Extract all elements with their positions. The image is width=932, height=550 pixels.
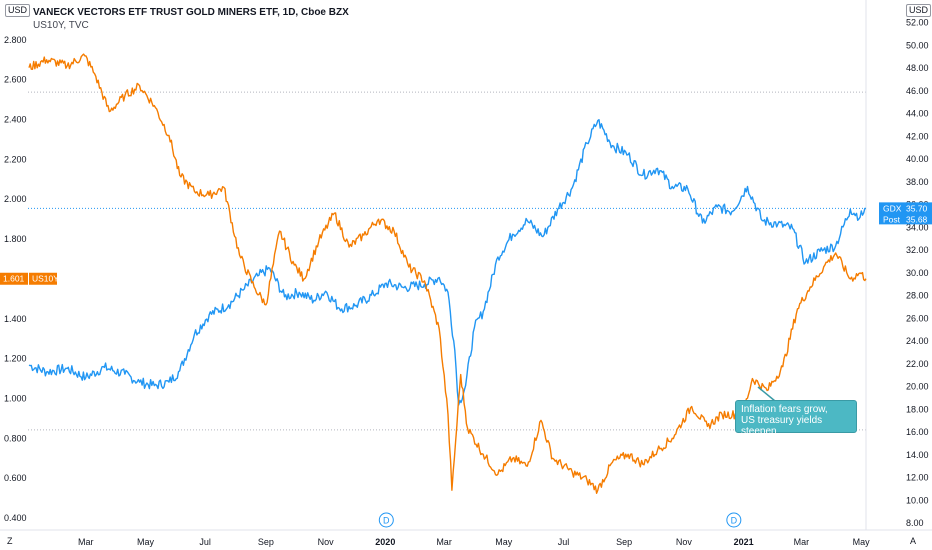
right-axis-tick-label: 44.00 xyxy=(906,109,929,119)
left-axis-tick-label: 1.200 xyxy=(4,354,27,364)
right-axis-tick-label: 18.00 xyxy=(906,404,929,414)
right-axis-tick-label: 28.00 xyxy=(906,291,929,301)
x-axis-tick-label: 2020 xyxy=(375,537,395,547)
x-axis-tick-label: Mar xyxy=(794,537,810,547)
right-axis-tick-label: 30.00 xyxy=(906,268,929,278)
left-axis-tick-label: 2.200 xyxy=(4,154,27,164)
left-axis-tick-label: 2.400 xyxy=(4,115,27,125)
right-axis-tick-label: 40.00 xyxy=(906,154,929,164)
x-axis-tick-label: 2021 xyxy=(734,537,754,547)
post-badge-name: Post xyxy=(883,214,901,224)
annotation-line-2: US treasury yields steepen xyxy=(741,415,851,437)
right-axis-tick-label: 46.00 xyxy=(906,86,929,96)
x-axis-tick-label: Mar xyxy=(436,537,452,547)
x-axis-tick-label: Jul xyxy=(199,537,211,547)
x-axis-tick-label: Jul xyxy=(558,537,570,547)
right-axis-tick-label: 10.00 xyxy=(906,495,929,505)
right-axis-tick-label: 12.00 xyxy=(906,473,929,483)
right-axis-tick-label: 50.00 xyxy=(906,40,929,50)
x-axis-tick-label: May xyxy=(137,537,155,547)
gdx-badge-name: GDX xyxy=(883,203,902,213)
right-axis-tick-label: 24.00 xyxy=(906,336,929,346)
grid-layer xyxy=(28,92,866,430)
left-axis-tick-label: 0.800 xyxy=(4,433,27,443)
right-axis-tick-label: 32.00 xyxy=(906,245,929,255)
right-axis-tick-label: 26.00 xyxy=(906,313,929,323)
left-axis-tick-label: 2.000 xyxy=(4,194,27,204)
series-line-gdx xyxy=(29,120,866,405)
x-axis-tick-label: May xyxy=(853,537,871,547)
right-axis-tick-label: 38.00 xyxy=(906,177,929,187)
annotation-callout: Inflation fears grow, US treasury yields… xyxy=(735,400,857,433)
right-axis-tick-label: 48.00 xyxy=(906,63,929,73)
right-axis-tick-label: 20.00 xyxy=(906,382,929,392)
right-axis-tick-label: 52.00 xyxy=(906,18,929,28)
x-axis-tick-label: May xyxy=(495,537,513,547)
left-axis-tick-label: 0.600 xyxy=(4,473,27,483)
dividend-marker-label: D xyxy=(731,516,738,526)
zoom-reset-button[interactable]: Z xyxy=(7,536,13,546)
right-y-axis: 8.00 10.00 12.00 14.00 16.00 18.00 20.00 22.00 2… xyxy=(906,18,929,528)
x-axis-tick-label: Mar xyxy=(78,537,94,547)
left-axis-tick-label: 2.800 xyxy=(4,35,27,45)
chart-subtitle: US10Y, TVC xyxy=(33,20,89,31)
dividend-marker-label: D xyxy=(383,516,390,526)
right-axis-tick-label: 22.00 xyxy=(906,359,929,369)
left-unit-button[interactable]: USD xyxy=(5,4,30,17)
us10y-value-badge-text: 1.601 xyxy=(3,274,25,284)
x-axis-tick-label: Sep xyxy=(616,537,632,547)
annotation-line-1: Inflation fears grow, xyxy=(741,404,851,415)
left-axis-tick-label: 1.000 xyxy=(4,393,27,403)
gdx-badge-value: 35.70 xyxy=(906,203,928,213)
x-axis-tick-label: Nov xyxy=(318,537,335,547)
x-axis: Mar May Jul Sep Nov 2020 Mar May Jul Sep Nov 2021 Ma… xyxy=(78,537,870,547)
left-axis-tick-label: 1.800 xyxy=(4,234,27,244)
x-axis-tick-label: Sep xyxy=(258,537,274,547)
auto-scale-button[interactable]: A xyxy=(910,536,916,546)
right-axis-tick-label: 8.00 xyxy=(906,518,924,528)
chart-title: VANECK VECTORS ETF TRUST GOLD MINERS ETF… xyxy=(33,7,349,18)
x-axis-tick-label: Nov xyxy=(676,537,693,547)
us10y-name-badge-text: US10Y xyxy=(32,274,59,284)
price-badges: 1.601 US10Y GDX 35.70 Post 35.68 xyxy=(0,202,932,284)
right-unit-button[interactable]: USD xyxy=(906,4,931,17)
left-axis-tick-label: 0.400 xyxy=(4,513,27,523)
right-axis-tick-label: 16.00 xyxy=(906,427,929,437)
left-axis-tick-label: 1.400 xyxy=(4,314,27,324)
right-axis-tick-label: 42.00 xyxy=(906,131,929,141)
left-axis-tick-label: 2.600 xyxy=(4,75,27,85)
post-badge-value: 35.68 xyxy=(906,214,928,224)
right-axis-tick-label: 14.00 xyxy=(906,450,929,460)
